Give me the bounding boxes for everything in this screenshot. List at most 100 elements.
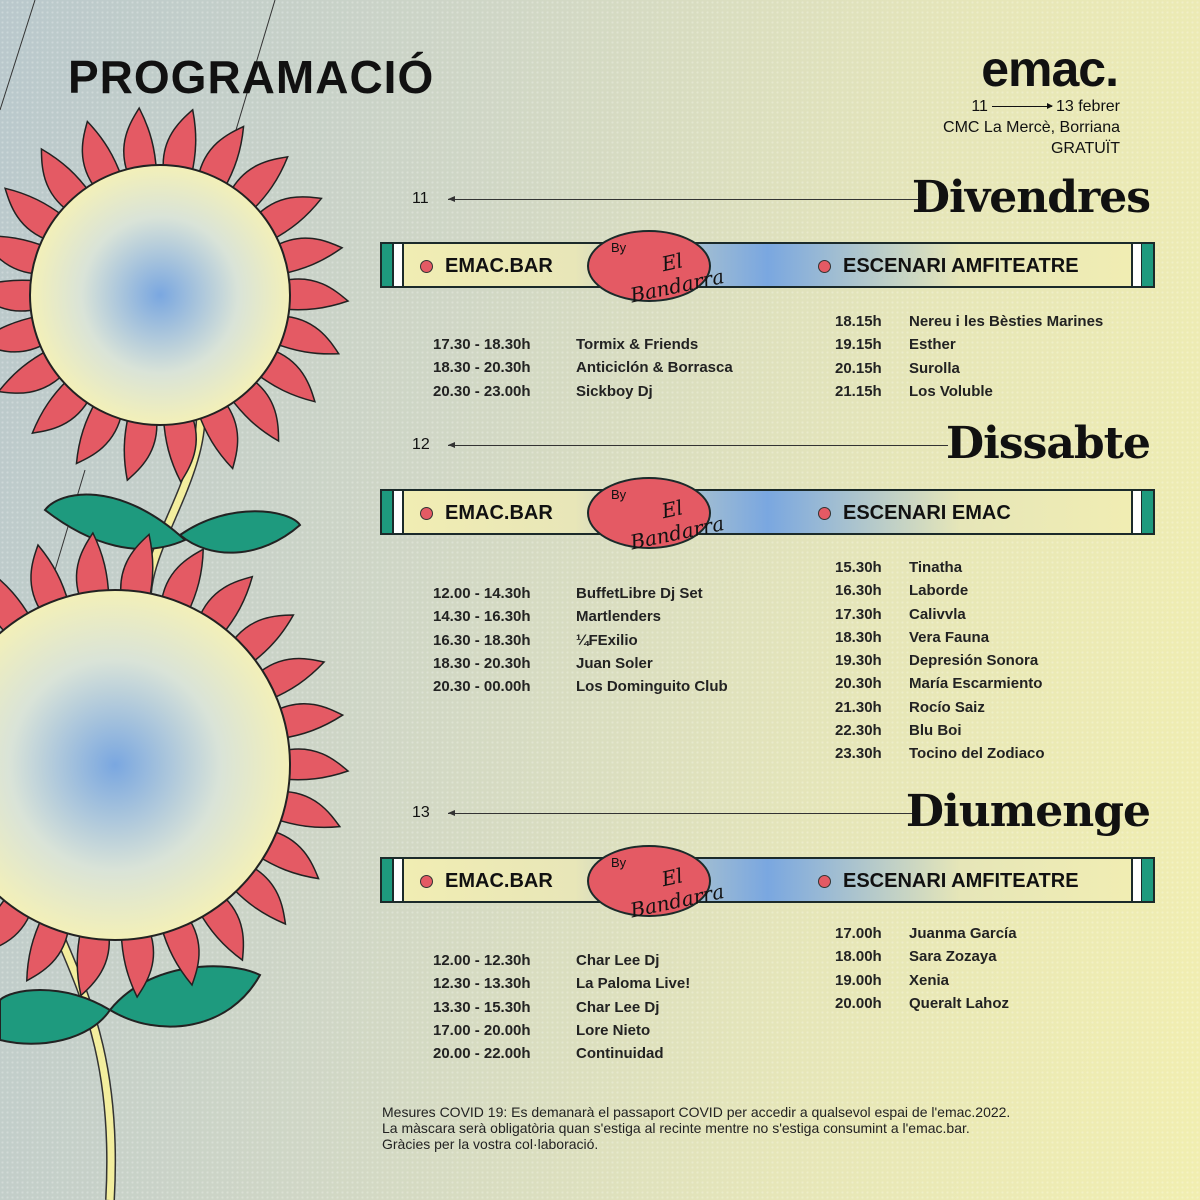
time: 12.00 - 14.30h — [433, 585, 531, 602]
schedule-row: 15.30h Tinatha — [835, 559, 1045, 582]
schedule-row: 17.00h Juanma García — [835, 925, 1017, 948]
stage-left: EMAC.BAR — [420, 502, 553, 525]
covid-notice: Mesures COVID 19: Es demanarà el passapo… — [382, 1104, 1010, 1152]
badge-name: El Bandarra — [628, 248, 727, 308]
day-header: 11 Divendres — [410, 172, 1151, 228]
artist: Vera Fauna — [909, 628, 990, 646]
dot-icon — [420, 875, 433, 888]
covid-line: La màscara serà obligatòria quan s'estig… — [382, 1120, 970, 1136]
time: 20.00 - 22.00h — [433, 1045, 531, 1063]
time: 18.00h — [835, 948, 882, 966]
time: 21.30h — [835, 698, 882, 716]
artist: Char Lee Dj — [576, 998, 660, 1016]
time: 19.30h — [835, 652, 882, 670]
bar-schedule: 12.00 - 14.30h BuffetLibre Dj Set 14.30 - … — [433, 585, 728, 701]
emac-logo: emac. — [981, 41, 1119, 97]
time: 18.30h — [835, 628, 882, 646]
stripe — [392, 244, 404, 286]
artist: Queralt Lahoz — [909, 994, 1010, 1012]
artist: BuffetLibre Dj Set — [576, 585, 703, 602]
artist: Sickboy Dj — [576, 382, 653, 400]
el-bandarra-badge: By El Bandarra — [587, 230, 726, 307]
page-title: PROGRAMACIÓ — [68, 51, 435, 103]
time: 19.15h — [835, 336, 882, 354]
artist: Char Lee Dj — [576, 952, 660, 969]
dot-icon — [420, 507, 433, 520]
badge-name: El Bandarra — [628, 863, 727, 923]
stage-left: EMAC.BAR — [420, 255, 553, 278]
price: GRATUÏT — [1050, 140, 1120, 157]
artist: Tocino del Zodiaco — [909, 745, 1045, 763]
time: 22.30h — [835, 722, 882, 740]
stage-right: ESCENARI AMFITEATRE — [818, 255, 1079, 278]
date-end: 13 febrer — [1055, 98, 1120, 115]
schedule-row: 12.00 - 14.30h BuffetLibre Dj Set — [433, 585, 728, 608]
artist: Tinatha — [909, 559, 963, 576]
time: 18.30 - 20.30h — [433, 654, 531, 672]
schedule-row: 17.00 - 20.00h Lore Nieto — [433, 1022, 690, 1045]
day-number: 13 — [412, 804, 430, 821]
stripe — [392, 491, 404, 533]
time: 14.30 - 16.30h — [433, 608, 531, 626]
artist: Laborde — [909, 582, 969, 600]
schedule-row: 20.15h Surolla — [835, 360, 1103, 383]
day-header: 12 Dissabte — [410, 418, 1151, 474]
artist: La Paloma Live! — [576, 975, 691, 993]
artist: Los Voluble — [909, 382, 993, 400]
schedule-row: 14.30 - 16.30h Martlenders — [433, 608, 728, 631]
time: 17.30 - 18.30h — [433, 336, 531, 353]
artist: Surolla — [909, 359, 960, 377]
artist: Tormix & Friends — [576, 336, 699, 353]
schedule-row: 17.30 - 18.30h Tormix & Friends — [433, 336, 733, 359]
time: 20.30 - 23.00h — [433, 382, 531, 400]
artist: Juan Soler — [576, 654, 653, 672]
schedule-row: 16.30 - 18.30h ¼FExilio — [433, 632, 728, 655]
stage-right-label: ESCENARI AMFITEATRE — [843, 870, 1079, 892]
stage-right-label: ESCENARI EMAC — [843, 502, 1011, 524]
time: 15.30h — [835, 559, 882, 576]
arrow-left-icon — [448, 196, 923, 202]
stage-banner: EMAC.BAR By El Bandarra ESCENARI AMFITEAT… — [380, 230, 1155, 307]
stage-left-label: EMAC.BAR — [445, 870, 553, 892]
day-name: Divendres — [911, 172, 1151, 223]
schedule-row: 20.00h Queralt Lahoz — [835, 995, 1017, 1018]
time: 17.30h — [835, 605, 882, 623]
date-range: 11 13 febrer — [971, 96, 1120, 117]
artist: Xenia — [909, 971, 950, 989]
time: 21.15h — [835, 382, 882, 400]
el-bandarra-badge: By El Bandarra — [587, 845, 726, 922]
el-bandarra-badge: By El Bandarra — [587, 477, 726, 554]
sunflower-illustration — [0, 0, 350, 1200]
schedule-row: 18.00h Sara Zozaya — [835, 948, 1017, 971]
artist: Continuidad — [576, 1045, 664, 1063]
badge-by: By — [611, 240, 627, 255]
stripe — [1142, 859, 1153, 901]
artist: Rocío Saiz — [909, 698, 985, 716]
schedule-row: 16.30h Laborde — [835, 582, 1045, 605]
artist: Depresión Sonora — [909, 652, 1039, 670]
schedule-row: 20.00 - 22.00h Continuidad — [433, 1045, 690, 1068]
stage-left-label: EMAC.BAR — [445, 255, 553, 277]
time: 20.30 - 00.00h — [433, 678, 531, 696]
badge-by: By — [611, 487, 627, 502]
stripe — [1142, 244, 1153, 286]
stripe — [392, 859, 404, 901]
arrow-left-icon — [448, 810, 918, 816]
artist: Juanma García — [909, 925, 1017, 942]
stage-schedule: 18.15h Nereu i les Bèsties Marines 19.15h E… — [835, 313, 1103, 406]
day-header: 13 Diumenge — [410, 786, 1151, 842]
bar-schedule: 12.00 - 12.30h Char Lee Dj 12.30 - 13.30h L… — [433, 952, 690, 1068]
stripe — [382, 859, 393, 901]
schedule-row: 17.30h Calivvla — [835, 606, 1045, 629]
stripe — [1142, 491, 1153, 533]
time: 19.00h — [835, 971, 882, 989]
stage-left: EMAC.BAR — [420, 870, 553, 893]
schedule-row: 19.15h Esther — [835, 336, 1103, 359]
event-info: 11 13 febrer CMC La Mercè, Borriana GRATU… — [943, 96, 1120, 159]
schedule-row: 20.30h María Escarmiento — [835, 675, 1045, 698]
artist: ¼FExilio — [576, 631, 638, 649]
time: 18.15h — [835, 313, 882, 330]
stage-schedule: 15.30h Tinatha 16.30h Laborde 17.30h Calivvla… — [835, 559, 1045, 769]
day-name: Diumenge — [905, 786, 1151, 837]
time: 20.15h — [835, 359, 882, 377]
